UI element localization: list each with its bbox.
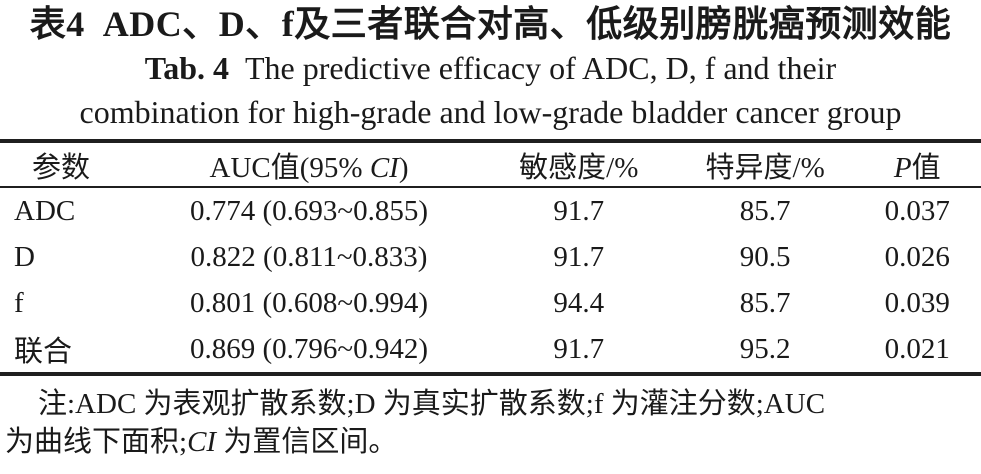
table-number-en: Tab. 4 [144,50,229,86]
header-p-italic: P [893,151,912,184]
table-header: 参数 AUC值(95% CI) 敏感度/% 特异度/% P值 [0,141,981,187]
sensitivity-cell: 91.7 [553,240,605,273]
header-p-suffix: 值 [911,151,941,184]
sensitivity-cell: 94.4 [553,286,605,319]
table-number-zh: 表4 [29,4,85,44]
footnote-line2-prefix: 为曲线下面积; [5,426,188,458]
header-param: 参数 [32,151,91,184]
auc-cell: 0.774 (0.693~0.855) [190,194,429,227]
table-row: 联合 0.869 (0.796~0.942) 91.7 95.2 0.021 [0,326,981,374]
footnote-line2-ci: CI [187,426,217,458]
table-caption-zh: 表4 ADC、D、f及三者联合对高、低级别膀胱癌预测效能 [0,2,981,46]
pvalue-cell: 0.037 [884,194,950,227]
pvalue-cell: 0.039 [884,286,950,319]
specificity-cell: 90.5 [739,240,791,273]
specificity-cell: 85.7 [739,286,791,319]
header-auc: AUC值(95% CI) [137,141,480,187]
param-cell: 联合 [14,336,73,368]
results-table: 参数 AUC值(95% CI) 敏感度/% 特异度/% P值 ADC 0.774… [0,139,981,376]
header-auc-prefix: AUC值(95% [209,151,370,184]
table-caption-zh-text: ADC、D、f及三者联合对高、低级别膀胱癌预测效能 [102,4,952,44]
table-row: D 0.822 (0.811~0.833) 91.7 90.5 0.026 [0,234,981,280]
auc-cell: 0.822 (0.811~0.833) [190,240,428,273]
table-footnote: 注:ADC 为表观扩散系数;D 为真实扩散系数;f 为灌注分数;AUC 为曲线下… [0,385,981,461]
param-cell: D [14,240,35,273]
param-cell: ADC [14,194,76,227]
footnote-line1: 注:ADC 为表观扩散系数;D 为真实扩散系数;f 为灌注分数;AUC [38,388,826,420]
specificity-cell: 85.7 [739,194,791,227]
table-row: ADC 0.774 (0.693~0.855) 91.7 85.7 0.037 [0,187,981,234]
header-auc-suffix: ) [398,151,409,184]
auc-cell: 0.801 (0.608~0.994) [190,286,429,319]
header-row: 参数 AUC值(95% CI) 敏感度/% 特异度/% P值 [0,141,981,187]
table-caption-en-line1: Tab. 4 The predictive efficacy of ADC, D,… [0,46,981,90]
table-body: ADC 0.774 (0.693~0.855) 91.7 85.7 0.037 … [0,187,981,374]
footnote-line2: 为曲线下面积;CI 为置信区间。 [0,423,981,461]
header-pvalue: P值 [853,141,981,187]
sensitivity-cell: 91.7 [553,332,605,365]
header-auc-ci: CI [369,151,399,184]
footnote-line2-suffix: 为置信区间。 [216,426,398,458]
specificity-cell: 95.2 [739,332,791,365]
table-caption-en-text2: combination for high-grade and low-grade… [79,94,902,130]
auc-cell: 0.869 (0.796~0.942) [190,332,429,365]
pvalue-cell: 0.026 [884,240,950,273]
table-row: f 0.801 (0.608~0.994) 94.4 85.7 0.039 [0,280,981,326]
header-sensitivity: 敏感度/% [519,151,639,184]
param-cell: f [14,286,24,319]
sensitivity-cell: 91.7 [553,194,605,227]
table-caption-en-text1: The predictive efficacy of ADC, D, f and… [245,50,837,86]
pvalue-cell: 0.021 [884,332,950,365]
table-caption-en-line2: combination for high-grade and low-grade… [0,90,981,134]
header-specificity: 特异度/% [705,151,825,184]
